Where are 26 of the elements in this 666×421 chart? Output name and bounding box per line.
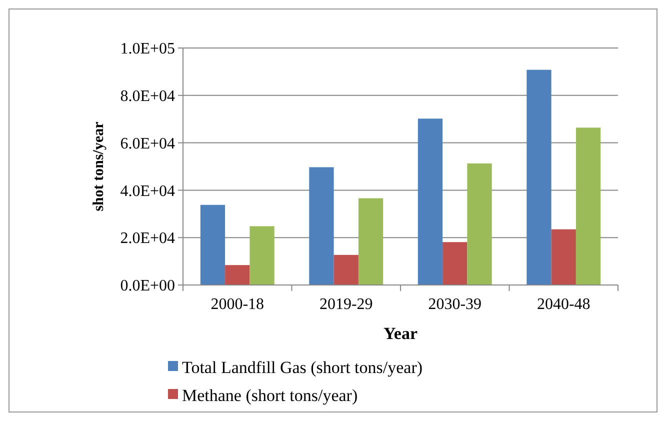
x-tick-label: 2019-29 (319, 296, 373, 313)
y-tick-label: 0.0E+00 (120, 278, 175, 295)
bar (334, 254, 358, 285)
x-axis-title: Year (384, 324, 418, 343)
bar (309, 167, 334, 285)
x-tick-label: 2000-18 (210, 296, 264, 313)
bar (467, 163, 492, 285)
bar (250, 226, 274, 285)
y-axis-title: shot tons/year (91, 121, 107, 212)
bar (418, 118, 443, 285)
y-tick-label: 2.0E+04 (120, 230, 175, 248)
y-tick-label: 4.0E+04 (120, 182, 175, 200)
legend-label: Total Landfill Gas (short tons/year) (182, 358, 423, 377)
x-tick-label: 2040-48 (536, 296, 590, 313)
y-tick-label: 6.0E+04 (120, 135, 175, 152)
bar (225, 265, 250, 285)
bar (526, 70, 552, 285)
legend-label: Methane (short tons/year) (182, 386, 358, 405)
bar (358, 198, 384, 285)
bar (442, 242, 468, 285)
y-tick-label: 8.0E+04 (120, 88, 175, 105)
bar (576, 128, 601, 285)
bar (200, 204, 226, 285)
y-tick-label: 1.0E+05 (120, 40, 175, 58)
bar (551, 229, 576, 285)
x-tick-label: 2030-39 (428, 296, 482, 313)
